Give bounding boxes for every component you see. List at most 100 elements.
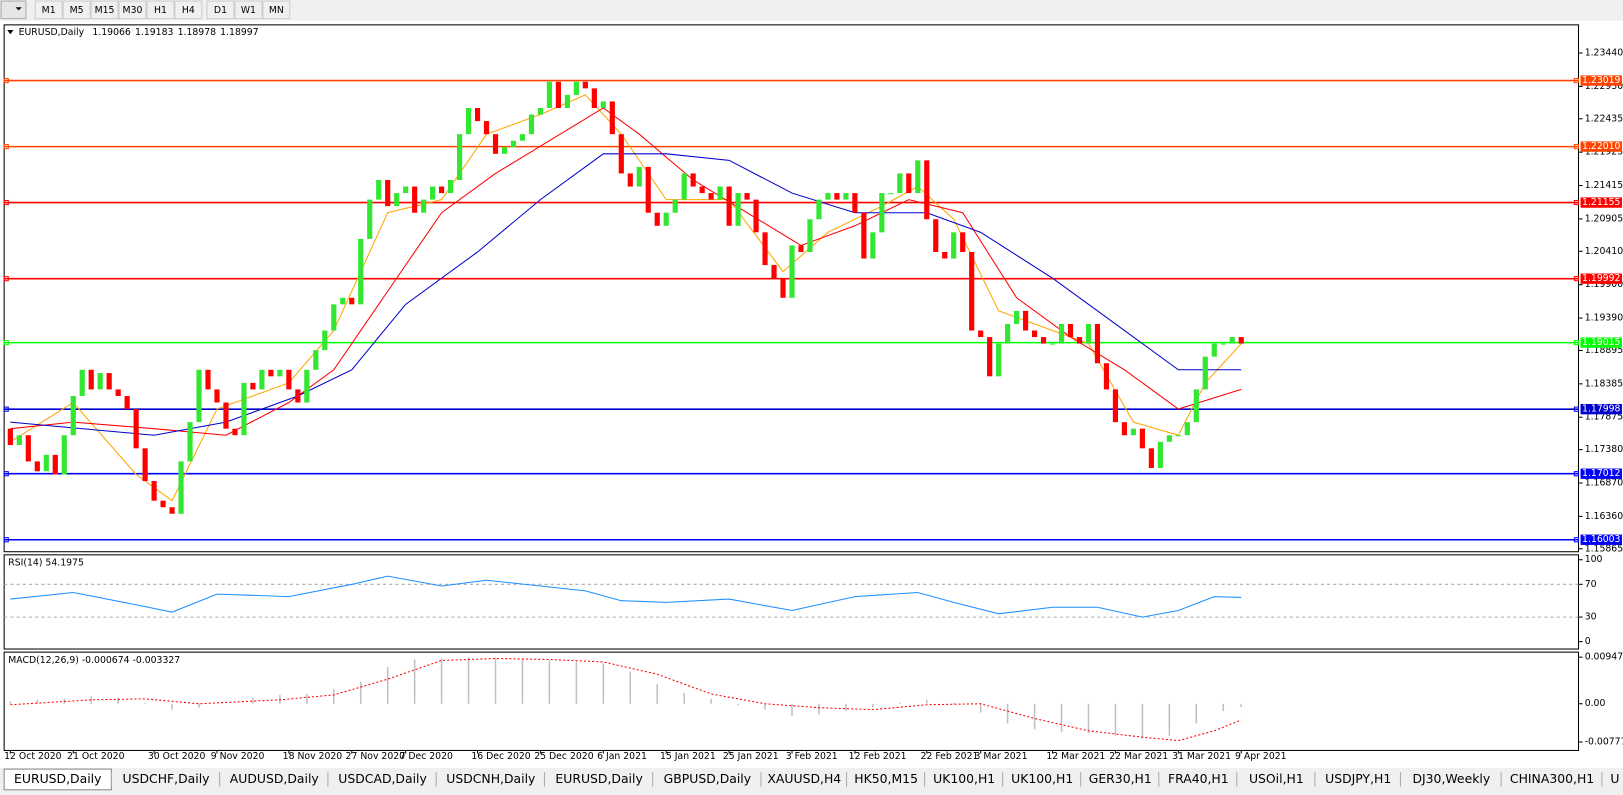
macd-bar bbox=[9, 701, 12, 704]
macd-bar bbox=[521, 659, 524, 704]
level-label-box bbox=[1580, 337, 1622, 348]
candle-body bbox=[681, 173, 687, 200]
candle-body bbox=[52, 454, 58, 475]
tab-label: USDCNH,Daily bbox=[446, 771, 535, 786]
macd-bar bbox=[818, 703, 820, 715]
macd-bar bbox=[925, 699, 928, 704]
macd-bar bbox=[548, 660, 551, 704]
macd-signal bbox=[10, 658, 1242, 742]
timeframe-button[interactable] bbox=[90, 0, 119, 20]
candle-body bbox=[16, 435, 22, 446]
y-tick-label: 0 bbox=[1585, 636, 1591, 647]
candle-body bbox=[1031, 330, 1038, 338]
candle-body bbox=[915, 160, 921, 194]
timeframe-button[interactable] bbox=[62, 0, 91, 20]
timeframe-button[interactable] bbox=[262, 0, 291, 20]
timeframe-button[interactable] bbox=[234, 0, 263, 20]
level-label: 1.23019 bbox=[1582, 75, 1621, 86]
macd-bar bbox=[1060, 703, 1063, 733]
level-label-box bbox=[1580, 273, 1622, 284]
chart-tab[interactable] bbox=[762, 769, 847, 790]
indicator-title: RSI(14) 54.1975 bbox=[8, 558, 84, 569]
chart-tab[interactable] bbox=[1081, 769, 1159, 790]
candle-body bbox=[259, 369, 265, 390]
chart-tab[interactable] bbox=[545, 769, 653, 790]
candle-body bbox=[196, 369, 202, 423]
macd-bar bbox=[494, 657, 497, 704]
chart-tab[interactable] bbox=[1315, 769, 1401, 790]
header-field: 1.18997 bbox=[220, 27, 259, 38]
candle-body bbox=[133, 409, 139, 449]
candle-body bbox=[106, 373, 112, 390]
macd-bar bbox=[791, 703, 793, 717]
candle-body bbox=[340, 297, 346, 305]
timeframe-button[interactable] bbox=[174, 0, 203, 20]
level-label: 1.19015 bbox=[1582, 337, 1621, 348]
header-field: 1.19183 bbox=[135, 27, 174, 38]
tool-dropdown[interactable] bbox=[0, 0, 27, 20]
tab-label: FRA40,H1 bbox=[1168, 771, 1229, 786]
candle-body bbox=[25, 435, 31, 462]
candle-body bbox=[1229, 337, 1235, 344]
chart-tab[interactable] bbox=[1502, 769, 1602, 790]
candle-body bbox=[465, 107, 472, 135]
tab-label: AUDUSD,Daily bbox=[230, 771, 319, 786]
candle-body bbox=[573, 81, 579, 95]
candle-body bbox=[1067, 323, 1074, 338]
candle-body bbox=[1112, 389, 1119, 423]
candle-body bbox=[1130, 428, 1136, 436]
chart-tab[interactable] bbox=[847, 769, 925, 790]
candle-body bbox=[762, 232, 768, 266]
chart-tab[interactable] bbox=[220, 769, 328, 790]
chart-tab[interactable] bbox=[1237, 769, 1315, 790]
chart-tab[interactable] bbox=[1003, 769, 1081, 790]
candle-body bbox=[1049, 343, 1056, 345]
x-tick-label: 9 Apr 2021 bbox=[1235, 751, 1287, 762]
chart-tab[interactable] bbox=[653, 769, 761, 790]
candle-body bbox=[753, 199, 759, 233]
chart-tab[interactable] bbox=[112, 769, 220, 790]
candle-body bbox=[636, 166, 642, 187]
candle-body bbox=[735, 193, 741, 226]
timeframe-label: H4 bbox=[182, 5, 195, 16]
level-marker bbox=[1573, 471, 1580, 477]
chart-tab[interactable] bbox=[1401, 769, 1502, 790]
level-marker bbox=[3, 406, 9, 412]
timeframe-button[interactable] bbox=[146, 0, 175, 20]
timeframe-button[interactable] bbox=[118, 0, 147, 20]
candle-body bbox=[654, 212, 660, 226]
candle-body bbox=[528, 114, 535, 135]
level-label: 1.17012 bbox=[1582, 468, 1620, 479]
header-field: 1.18978 bbox=[178, 27, 217, 38]
chart-tab[interactable] bbox=[925, 769, 1003, 790]
x-tick-label: 22 Feb 2021 bbox=[921, 751, 979, 762]
candle-body bbox=[816, 199, 822, 220]
y-tick-label: 1.16360 bbox=[1585, 511, 1623, 522]
macd-bar bbox=[333, 689, 335, 704]
chart-tab[interactable] bbox=[1159, 769, 1237, 790]
chart-panel bbox=[3, 651, 1580, 751]
y-tick-label: 1.21925 bbox=[1585, 147, 1623, 158]
candle-body bbox=[564, 94, 570, 108]
y-tick-label: 0.009478 bbox=[1585, 652, 1623, 663]
x-tick-label: 27 Nov 2020 bbox=[346, 751, 406, 762]
chart-tab[interactable] bbox=[328, 769, 437, 790]
candle-body bbox=[151, 481, 157, 501]
timeframe-button[interactable] bbox=[206, 0, 235, 20]
candle-body bbox=[214, 389, 220, 403]
tab-label: XAUUSD,H4 bbox=[767, 771, 841, 786]
candle-body bbox=[897, 173, 903, 194]
macd-bar bbox=[144, 702, 146, 704]
candle-body bbox=[97, 373, 103, 390]
chart-tab[interactable] bbox=[1602, 769, 1623, 790]
macd-bar bbox=[413, 659, 416, 704]
level-label-box bbox=[1580, 75, 1622, 86]
x-tick-label: 12 Mar 2021 bbox=[1046, 751, 1105, 762]
chart-tab[interactable] bbox=[437, 769, 545, 790]
candle-body bbox=[510, 140, 517, 148]
candle-body bbox=[412, 186, 418, 213]
candle-body bbox=[834, 193, 840, 200]
timeframe-button[interactable] bbox=[34, 0, 63, 20]
macd-bar bbox=[656, 684, 659, 704]
candle-body bbox=[852, 193, 858, 213]
